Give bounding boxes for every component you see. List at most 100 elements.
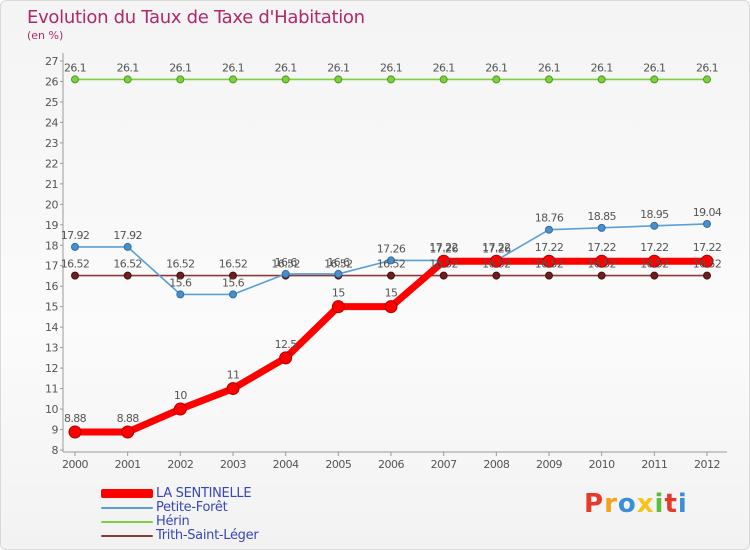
x-tick-label: 2005 <box>325 458 351 471</box>
data-point-herin <box>597 75 606 84</box>
data-label-herin: 26.1 <box>380 61 402 74</box>
data-point-petite-foret <box>71 242 79 251</box>
data-label-herin: 26.1 <box>485 61 507 74</box>
data-point-petite-foret <box>545 225 553 234</box>
chart-subtitle: (en %) <box>27 29 64 42</box>
data-label-la-sentinelle: 17.22 <box>429 241 458 254</box>
data-point-herin <box>334 75 343 84</box>
data-point-la-sentinelle <box>647 254 661 268</box>
y-tick-label: 17 <box>45 260 58 273</box>
data-point-herin <box>71 75 79 84</box>
x-tick-label: 2007 <box>431 458 457 471</box>
data-label-petite-foret: 15.6 <box>222 276 245 289</box>
data-label-la-sentinelle: 8.88 <box>64 412 87 425</box>
data-label-trith-saint-leger: 16.52 <box>535 258 564 271</box>
data-label-la-sentinelle: 15 <box>385 287 398 300</box>
data-point-trith-saint-leger <box>545 271 553 280</box>
data-label-trith-saint-leger: 16.52 <box>113 258 142 271</box>
data-point-la-sentinelle <box>279 351 293 365</box>
data-label-trith-saint-leger: 16.52 <box>166 258 195 271</box>
data-label-la-sentinelle: 17.22 <box>535 241 564 254</box>
data-point-petite-foret <box>650 221 659 230</box>
data-label-la-sentinelle: 11 <box>227 369 240 382</box>
data-point-petite-foret <box>281 269 290 278</box>
data-point-petite-foret <box>123 242 132 251</box>
y-tick-label: 23 <box>45 137 58 150</box>
legend-swatch <box>101 521 153 523</box>
y-tick-label: 27 <box>45 55 58 68</box>
y-tick-label: 9 <box>52 424 59 437</box>
data-point-herin <box>229 75 237 84</box>
data-label-petite-foret: 19.04 <box>693 206 722 219</box>
legend-label: Hérin <box>156 514 190 529</box>
data-point-trith-saint-leger <box>71 271 79 280</box>
x-tick-label: 2010 <box>589 458 615 471</box>
y-tick-label: 15 <box>45 301 58 314</box>
legend-label: LA SENTINELLE <box>156 486 252 501</box>
legend-label: Petite-Forêt <box>156 500 228 515</box>
data-label-la-sentinelle: 10 <box>174 389 187 402</box>
y-tick-label: 24 <box>45 116 58 129</box>
data-label-herin: 26.1 <box>64 61 86 74</box>
data-label-la-sentinelle: 17.22 <box>640 241 669 254</box>
y-tick-label: 10 <box>45 403 58 416</box>
x-tick-label: 2008 <box>483 458 509 471</box>
data-label-herin: 26.1 <box>169 61 191 74</box>
x-tick-label: 2009 <box>536 458 562 471</box>
data-label-herin: 26.1 <box>538 61 560 74</box>
data-label-petite-foret: 15.6 <box>169 276 192 289</box>
y-tick-label: 22 <box>45 157 58 170</box>
data-label-la-sentinelle: 8.88 <box>117 412 140 425</box>
data-point-la-sentinelle <box>595 254 609 268</box>
y-tick-label: 8 <box>52 444 59 457</box>
data-label-petite-foret: 17.26 <box>429 242 458 255</box>
data-label-trith-saint-leger: 16.52 <box>482 258 511 271</box>
data-label-petite-foret: 18.76 <box>535 212 564 225</box>
data-point-herin <box>123 75 132 84</box>
legend-swatch <box>101 507 153 509</box>
data-point-la-sentinelle <box>226 382 240 396</box>
x-tick-label: 2002 <box>167 458 193 471</box>
data-label-trith-saint-leger: 16.52 <box>693 258 722 271</box>
data-label-trith-saint-leger: 16.52 <box>324 258 353 271</box>
data-label-trith-saint-leger: 16.52 <box>429 258 458 271</box>
data-label-la-sentinelle: 12.5 <box>275 338 298 351</box>
data-point-la-sentinelle <box>700 254 714 268</box>
data-label-trith-saint-leger: 16.52 <box>587 258 616 271</box>
y-tick-label: 20 <box>45 198 58 211</box>
data-label-herin: 26.1 <box>591 61 613 74</box>
data-label-herin: 26.1 <box>643 61 665 74</box>
data-point-la-sentinelle <box>384 300 398 314</box>
y-tick-label: 13 <box>45 342 58 355</box>
data-label-herin: 26.1 <box>433 61 455 74</box>
data-label-herin: 26.1 <box>327 61 349 74</box>
data-point-herin <box>650 75 659 84</box>
data-label-petite-foret: 16.6 <box>275 256 298 269</box>
data-label-trith-saint-leger: 16.52 <box>219 258 248 271</box>
data-label-herin: 26.1 <box>117 61 139 74</box>
data-label-trith-saint-leger: 16.52 <box>61 258 90 271</box>
data-label-petite-foret: 17.92 <box>113 229 142 242</box>
data-point-la-sentinelle <box>331 300 345 314</box>
y-tick-label: 21 <box>45 178 58 191</box>
data-label-la-sentinelle: 17.22 <box>482 241 511 254</box>
data-point-trith-saint-leger <box>703 271 711 280</box>
x-tick-label: 2012 <box>694 458 720 471</box>
data-point-trith-saint-leger <box>176 271 185 280</box>
data-label-la-sentinelle: 17.22 <box>693 241 722 254</box>
data-point-petite-foret <box>176 290 185 299</box>
data-point-la-sentinelle <box>68 425 82 439</box>
x-tick-label: 2006 <box>378 458 404 471</box>
data-label-petite-foret: 18.85 <box>587 210 616 223</box>
y-tick-label: 11 <box>45 383 58 396</box>
data-point-la-sentinelle <box>489 254 503 268</box>
y-tick-label: 18 <box>45 239 58 252</box>
x-tick-label: 2000 <box>62 458 88 471</box>
y-tick-label: 16 <box>45 280 58 293</box>
y-tick-label: 26 <box>45 75 58 88</box>
data-point-herin <box>439 75 448 84</box>
data-point-herin <box>545 75 553 84</box>
data-label-herin: 26.1 <box>696 61 718 74</box>
data-point-trith-saint-leger <box>387 271 395 280</box>
